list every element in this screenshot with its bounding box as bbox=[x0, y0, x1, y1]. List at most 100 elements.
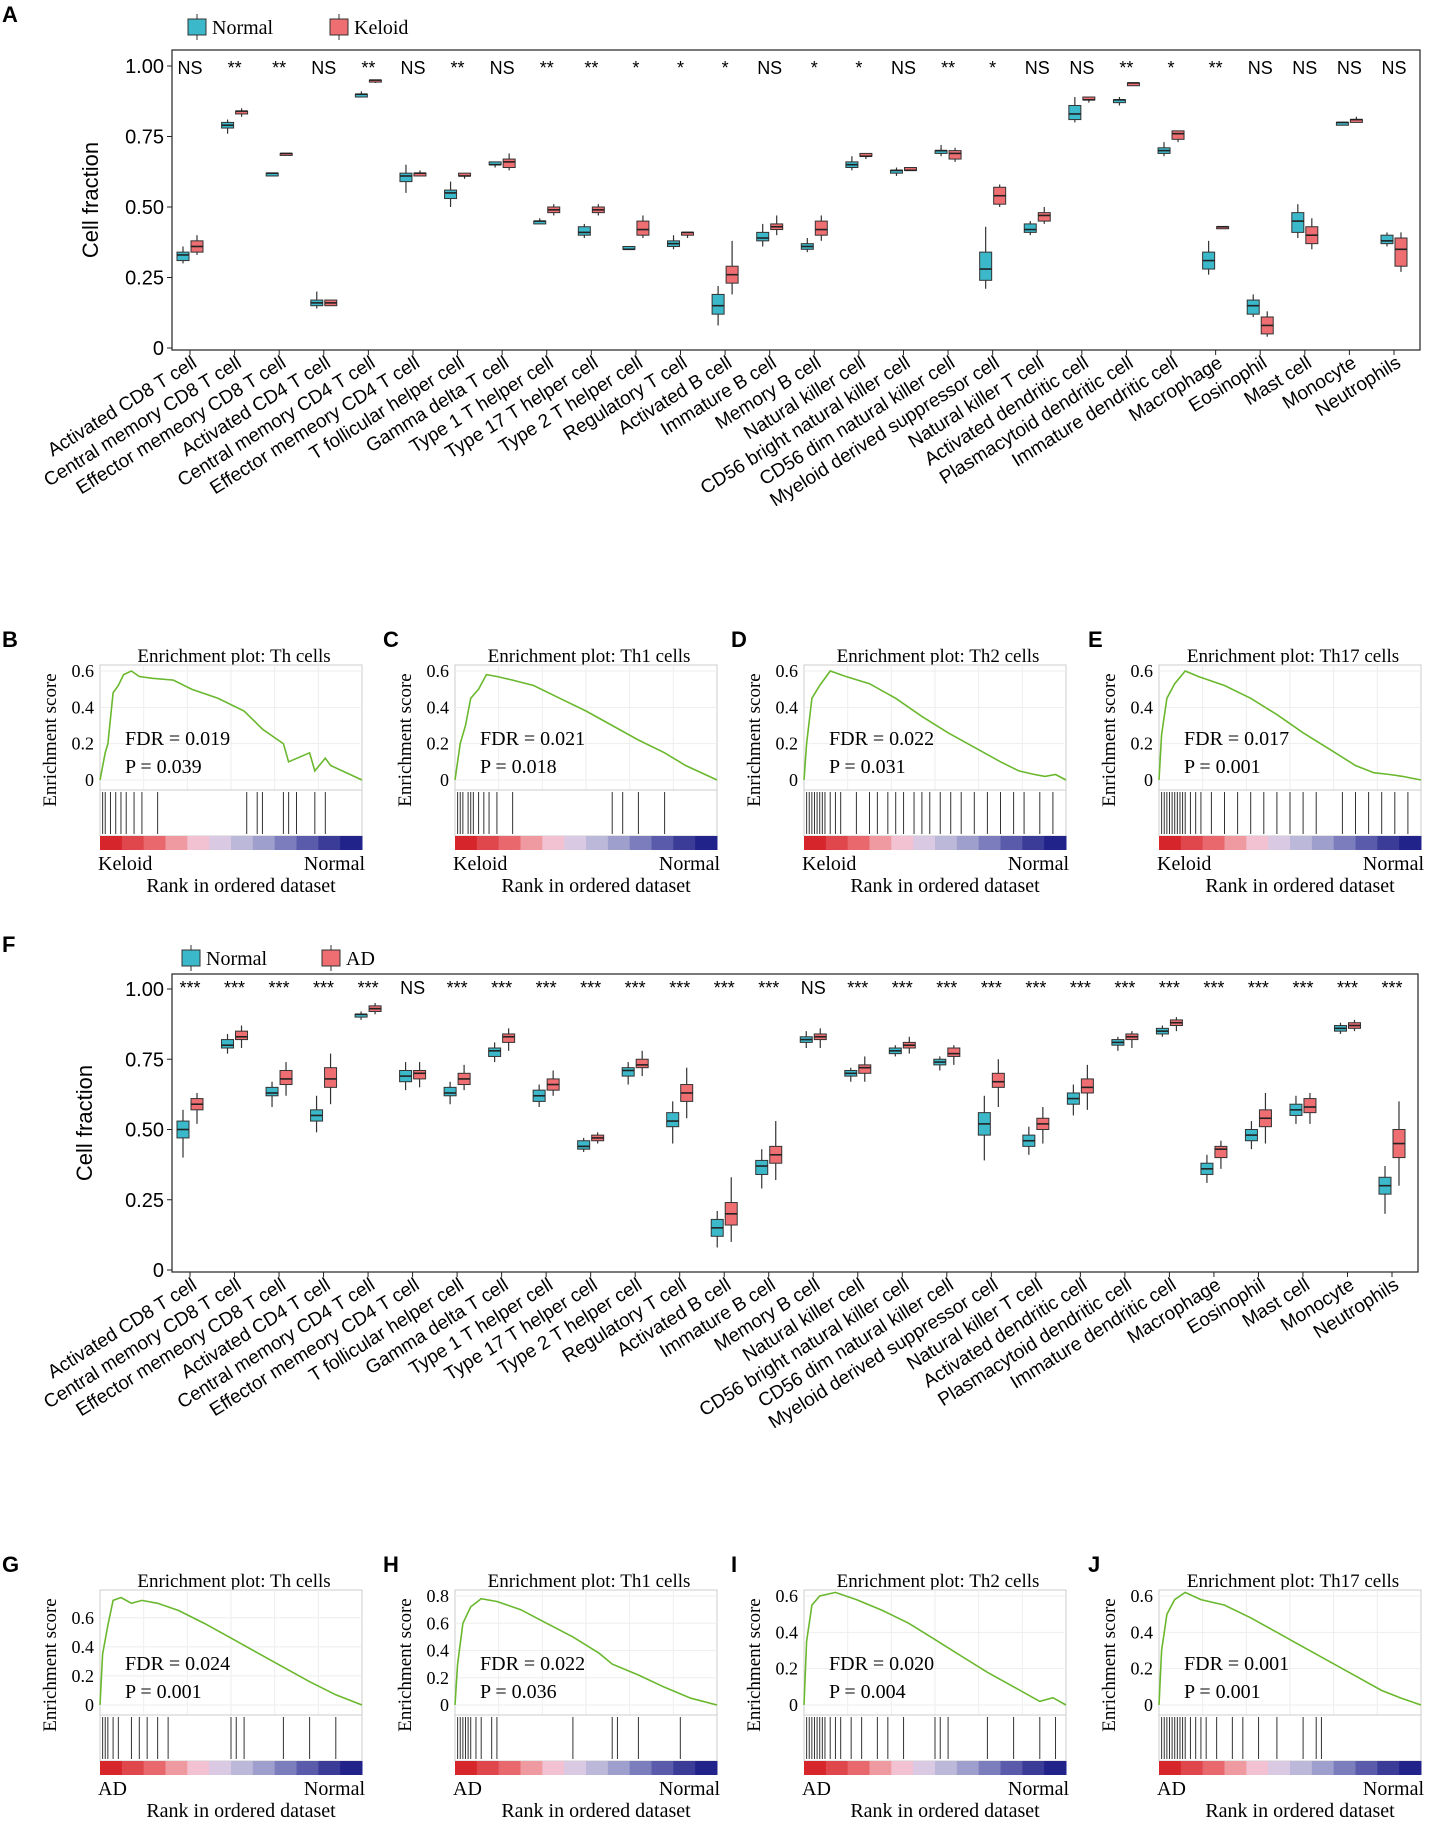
box-keloid bbox=[814, 220, 828, 236]
es-tick-label: 0.6 bbox=[72, 661, 95, 681]
gsea-panel-d: D Enrichment plot: Th2 cells 0 0.2 0.4 0.6 Enr… bbox=[731, 627, 1069, 897]
es-tick-label: 0.2 bbox=[776, 1659, 799, 1679]
rank-colorbar-segment bbox=[586, 1761, 609, 1775]
rank-colorbar-segment bbox=[100, 1761, 123, 1775]
significance-label: *** bbox=[358, 978, 379, 998]
legend-label: AD bbox=[346, 948, 375, 970]
rank-colorbar-segment bbox=[1159, 1761, 1182, 1775]
rank-colorbar-segment bbox=[165, 1761, 188, 1775]
es-tick-label: 0.2 bbox=[1131, 1659, 1154, 1679]
hits-frame bbox=[454, 1714, 718, 1762]
box-ad bbox=[502, 1033, 516, 1043]
significance-label: ** bbox=[1119, 58, 1133, 78]
box-keloid bbox=[1171, 130, 1185, 140]
rank-colorbar-segment bbox=[804, 836, 827, 850]
es-axis-label: Enrichment score bbox=[40, 1598, 61, 1731]
rank-colorbar-segment bbox=[318, 1761, 341, 1775]
es-tick-label: 0.2 bbox=[427, 1668, 450, 1688]
significance-label: * bbox=[1168, 58, 1175, 78]
significance-label: NS bbox=[1381, 58, 1406, 78]
significance-label: NS bbox=[1292, 58, 1317, 78]
rank-colorbar-segment bbox=[891, 836, 914, 850]
y-tick-label: 0.25 bbox=[125, 1190, 164, 1212]
es-tick-label: 0 bbox=[1144, 1695, 1153, 1715]
box-normal bbox=[265, 1086, 279, 1097]
hits-frame bbox=[454, 789, 718, 837]
rank-colorbar-segment bbox=[252, 836, 276, 850]
rank-colorbar-segment bbox=[1355, 1761, 1378, 1775]
rank-colorbar-segment bbox=[1333, 1761, 1356, 1775]
significance-label: *** bbox=[536, 978, 557, 998]
p-value-label: P = 0.001 bbox=[1184, 1681, 1261, 1703]
left-group-label: AD bbox=[98, 1778, 127, 1800]
hits-frame bbox=[99, 789, 363, 837]
rank-colorbar-segment bbox=[935, 1761, 958, 1775]
es-axis-label: Enrichment score bbox=[40, 673, 61, 806]
gsea-panel-i: I Enrichment plot: Th2 cells 0 0.2 0.4 0.6 Enr… bbox=[731, 1552, 1069, 1822]
rank-colorbar-segment bbox=[476, 836, 500, 850]
rank-colorbar-segment bbox=[629, 1761, 652, 1775]
rank-colorbar-segment bbox=[476, 1761, 500, 1775]
left-group-label: Keloid bbox=[802, 853, 856, 875]
es-tick-label: 0.4 bbox=[776, 1622, 799, 1642]
rank-colorbar-segment bbox=[1022, 1761, 1045, 1775]
significance-label: *** bbox=[491, 978, 512, 998]
rank-colorbar-segment bbox=[209, 1761, 232, 1775]
rank-colorbar-segment bbox=[673, 1761, 696, 1775]
box-ad bbox=[635, 1058, 649, 1069]
rank-colorbar-segment bbox=[978, 1761, 1001, 1775]
box-normal bbox=[577, 226, 591, 236]
box-normal bbox=[666, 1112, 680, 1128]
significance-label: *** bbox=[625, 978, 646, 998]
rank-colorbar-segment bbox=[1290, 836, 1313, 850]
significance-label: ** bbox=[584, 58, 598, 78]
rank-colorbar-segment bbox=[1000, 1761, 1023, 1775]
box-normal bbox=[1068, 104, 1082, 121]
fdr-label: FDR = 0.022 bbox=[480, 1653, 585, 1675]
significance-label: *** bbox=[1070, 978, 1091, 998]
panel-letter: G bbox=[2, 1552, 19, 1577]
rank-colorbar-segment bbox=[1224, 836, 1247, 850]
y-tick-label: 0.50 bbox=[125, 197, 164, 219]
es-curve bbox=[99, 1596, 363, 1706]
box-ad bbox=[1303, 1098, 1317, 1114]
significance-label: *** bbox=[580, 978, 601, 998]
box-normal bbox=[1291, 212, 1305, 233]
rank-colorbar-segment bbox=[1268, 1761, 1291, 1775]
rank-colorbar-segment bbox=[165, 836, 188, 850]
rank-colorbar-segment bbox=[913, 1761, 936, 1775]
significance-label: NS bbox=[400, 978, 425, 998]
box-normal bbox=[1380, 234, 1394, 245]
significance-label: *** bbox=[847, 978, 868, 998]
x-axis-label: Rank in ordered dataset bbox=[850, 875, 1040, 897]
es-tick-label: 0.4 bbox=[1131, 697, 1154, 717]
box-ad bbox=[235, 1030, 249, 1041]
legend-swatch-normal bbox=[187, 18, 207, 36]
rank-colorbar-segment bbox=[520, 836, 543, 850]
box-normal bbox=[443, 1086, 457, 1097]
rank-colorbar-segment bbox=[143, 1761, 166, 1775]
significance-label: ** bbox=[361, 58, 375, 78]
x-axis-label: Rank in ordered dataset bbox=[146, 1800, 336, 1822]
rank-colorbar-segment bbox=[187, 1761, 210, 1775]
x-axis-label: Rank in ordered dataset bbox=[1205, 1800, 1395, 1822]
significance-label: * bbox=[989, 58, 996, 78]
es-tick-label: 0 bbox=[440, 1695, 449, 1715]
es-tick-label: 0.4 bbox=[427, 697, 450, 717]
panel-letter: C bbox=[383, 627, 399, 652]
x-axis-label: Rank in ordered dataset bbox=[850, 1800, 1040, 1822]
rank-colorbar-segment bbox=[695, 1761, 718, 1775]
box-normal bbox=[711, 293, 725, 315]
es-axis-label: Enrichment score bbox=[395, 1598, 416, 1731]
box-keloid bbox=[502, 158, 516, 169]
es-curve bbox=[803, 670, 1067, 781]
fdr-label: FDR = 0.022 bbox=[829, 728, 934, 750]
rank-colorbar-segment bbox=[231, 836, 254, 850]
rank-colorbar-segment bbox=[1246, 1761, 1269, 1775]
rank-colorbar-segment bbox=[607, 836, 631, 850]
box-ad bbox=[279, 1069, 293, 1086]
fdr-label: FDR = 0.019 bbox=[125, 728, 230, 750]
box-normal bbox=[1246, 299, 1260, 315]
legend-swatch-keloid bbox=[329, 18, 349, 36]
rank-colorbar-segment bbox=[1377, 836, 1400, 850]
